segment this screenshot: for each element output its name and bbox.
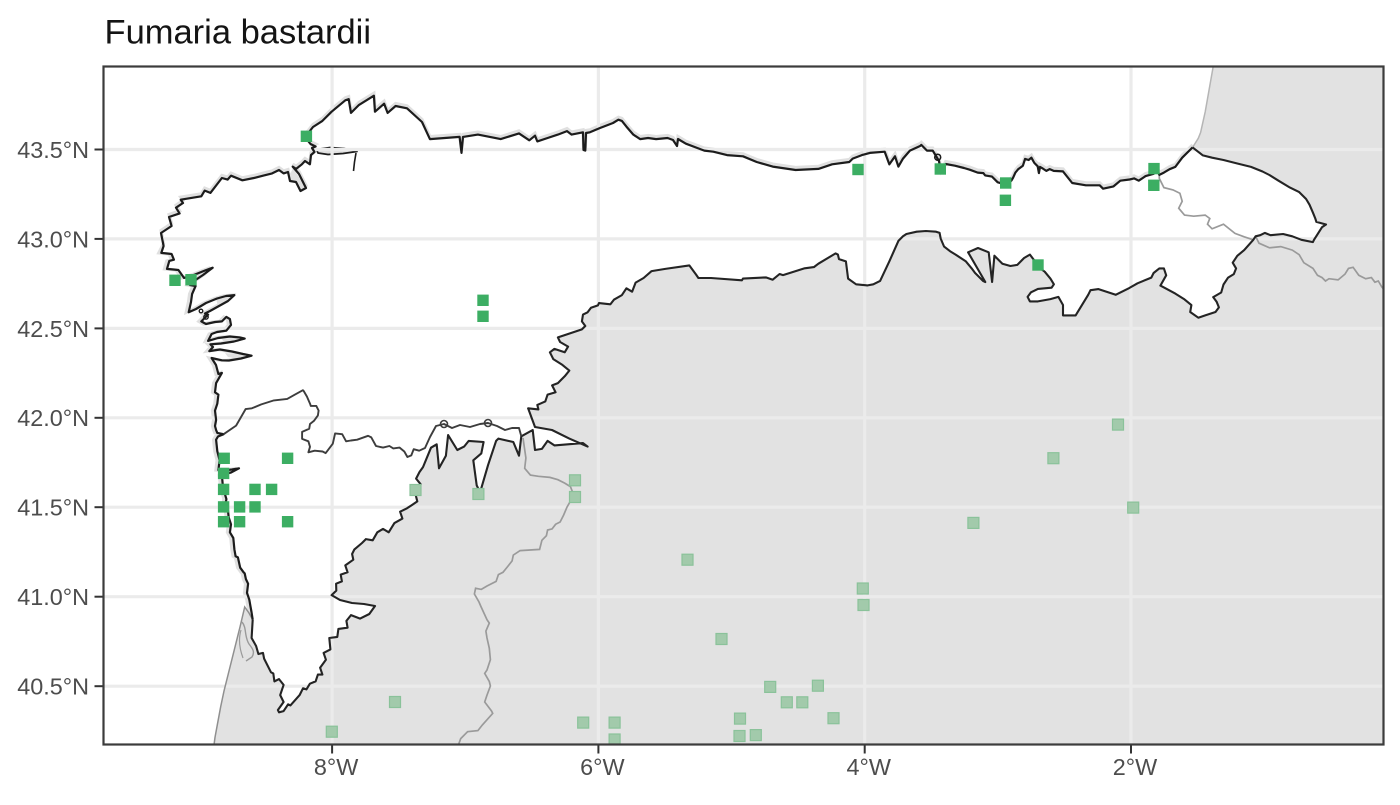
svg-text:43.0°N: 43.0°N	[17, 226, 89, 252]
svg-text:8°W: 8°W	[314, 754, 358, 780]
svg-text:41.5°N: 41.5°N	[17, 495, 89, 521]
svg-text:40.5°N: 40.5°N	[17, 674, 89, 700]
svg-text:41.0°N: 41.0°N	[17, 584, 89, 610]
svg-text:2°W: 2°W	[1113, 754, 1157, 780]
svg-text:Fumaria bastardii: Fumaria bastardii	[105, 14, 372, 52]
svg-text:43.5°N: 43.5°N	[17, 137, 89, 163]
svg-text:4°W: 4°W	[846, 754, 890, 780]
svg-text:42.0°N: 42.0°N	[17, 405, 89, 431]
svg-text:6°W: 6°W	[580, 754, 624, 780]
svg-text:42.5°N: 42.5°N	[17, 316, 89, 342]
